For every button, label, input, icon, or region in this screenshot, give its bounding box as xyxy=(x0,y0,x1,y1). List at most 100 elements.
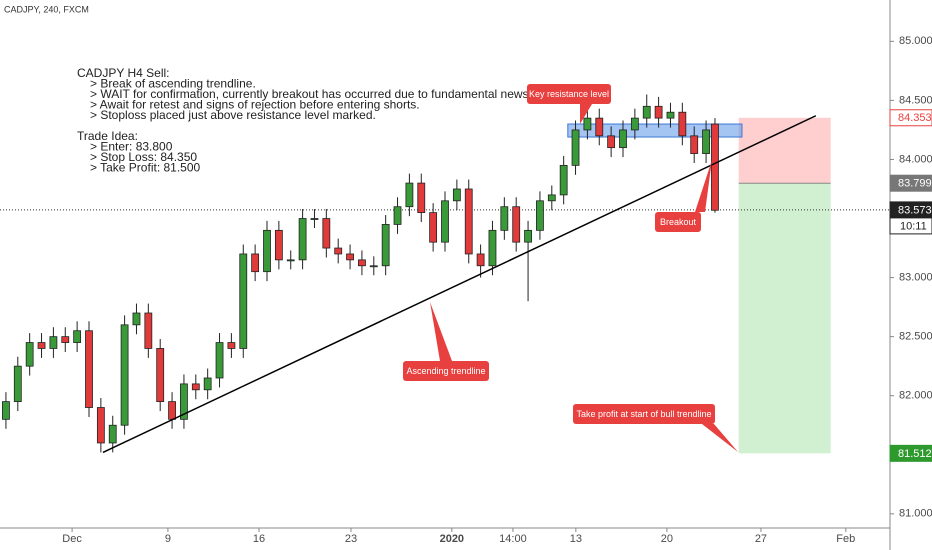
y-tick-label: 85.000 xyxy=(899,35,932,47)
candle-body xyxy=(286,259,295,262)
candle-body xyxy=(690,135,699,154)
candle-body xyxy=(263,229,271,273)
candle-body xyxy=(120,324,129,426)
y-tick-label: 83.000 xyxy=(899,271,932,283)
x-tick-label: 13 xyxy=(570,533,582,545)
candle-body xyxy=(607,135,616,149)
x-tick-label: 2020 xyxy=(440,533,464,545)
note-line: > Stoploss placed just above resistance … xyxy=(90,108,376,122)
candle-body xyxy=(358,259,366,267)
note-line: > WAIT for confirmation, currently break… xyxy=(90,87,532,101)
price-label: 81.512 xyxy=(898,448,932,460)
callout: Take profit at start of bull trendline xyxy=(573,404,738,452)
note-line: > Stop Loss: 84.350 xyxy=(90,150,197,164)
note-line: > Break of ascending trendline. xyxy=(90,77,256,91)
candle-body xyxy=(452,188,461,202)
chart-title: CADJPY, 240, FXCM xyxy=(4,4,89,14)
candle-body xyxy=(524,229,532,243)
candle-body xyxy=(251,253,260,273)
candle-body xyxy=(678,111,687,137)
candle-body xyxy=(547,194,556,202)
callout: Ascending trendline xyxy=(403,302,489,381)
candle-body xyxy=(203,377,212,391)
y-tick-label: 82.000 xyxy=(899,390,932,402)
callout-text: Breakout xyxy=(660,217,697,227)
candle-body xyxy=(417,182,426,214)
candle-body xyxy=(322,218,331,249)
x-tick-label: 20 xyxy=(661,533,673,545)
candle-body xyxy=(512,206,521,243)
x-tick-label: 23 xyxy=(345,533,357,545)
price-label-bg xyxy=(889,444,932,462)
candle-body xyxy=(500,206,509,231)
y-tick-label: 81.000 xyxy=(899,508,932,520)
candle-body xyxy=(215,342,224,379)
candle-body xyxy=(702,129,710,154)
candle-body xyxy=(2,401,10,420)
candle-body xyxy=(49,336,58,349)
note-heading: CADJPY H4 Sell: xyxy=(77,66,169,80)
candle-body xyxy=(310,218,319,220)
candle-body xyxy=(132,312,141,326)
target-zone xyxy=(738,183,831,454)
trendline xyxy=(102,115,817,454)
price-label-bg xyxy=(889,109,932,127)
x-tick-label: 16 xyxy=(253,533,265,545)
note-heading: Trade Idea: xyxy=(77,129,138,143)
candle-body xyxy=(405,182,414,208)
candle-body xyxy=(168,401,176,420)
stop-zone xyxy=(738,117,831,184)
candle-body xyxy=(583,117,592,131)
price-label: 83.799 xyxy=(898,178,932,190)
candle-body xyxy=(595,117,604,137)
candle-body xyxy=(476,253,485,267)
candle-body xyxy=(334,247,343,255)
candle-body xyxy=(369,265,378,268)
candle-body xyxy=(108,424,117,444)
callout-text: Take profit at start of bull trendline xyxy=(576,409,711,419)
note-line: > Await for retest and signs of rejectio… xyxy=(90,98,420,112)
candle-body xyxy=(25,342,34,367)
price-label: 84.353 xyxy=(898,112,932,124)
candle-body xyxy=(619,129,627,149)
price-label: 83.573 xyxy=(898,204,932,216)
candle-body xyxy=(274,229,283,261)
candle-body xyxy=(429,212,438,243)
candle-body xyxy=(536,200,544,231)
candle-body xyxy=(156,348,165,403)
candle-body xyxy=(666,111,675,119)
candle-body xyxy=(180,383,188,420)
countdown-bg xyxy=(889,217,932,235)
candle-body xyxy=(96,407,105,444)
candle-body xyxy=(239,253,248,349)
x-tick-label: 14:00 xyxy=(499,533,527,545)
candle-body xyxy=(488,229,497,267)
candle-body xyxy=(85,330,93,408)
candle-body xyxy=(13,365,22,403)
candle-body xyxy=(654,105,663,119)
x-tick-label: 9 xyxy=(165,533,171,545)
callout: Breakout xyxy=(655,160,712,232)
x-tick-label: Dec xyxy=(62,533,82,545)
candle-body xyxy=(227,342,236,349)
candle-body xyxy=(298,218,307,261)
candle-body xyxy=(191,383,200,391)
candle-body xyxy=(464,188,473,255)
candle-body xyxy=(441,200,449,243)
callout-text: Ascending trendline xyxy=(406,366,485,376)
candle-body xyxy=(61,336,70,343)
x-tick-label: Feb xyxy=(836,533,855,545)
note-line: > Enter: 83.800 xyxy=(90,140,173,154)
price-label-bg xyxy=(889,174,932,192)
callout: Key resistance level xyxy=(527,84,611,124)
candle-body xyxy=(642,105,651,119)
candle-body xyxy=(559,164,568,196)
note-line: > Take Profit: 81.500 xyxy=(90,161,201,175)
x-tick-label: 27 xyxy=(755,533,767,545)
countdown: 10:11 xyxy=(900,220,927,232)
y-tick-label: 84.500 xyxy=(899,94,932,106)
candle-body xyxy=(571,129,580,166)
candle-body xyxy=(37,342,46,349)
candle-body xyxy=(381,224,390,267)
